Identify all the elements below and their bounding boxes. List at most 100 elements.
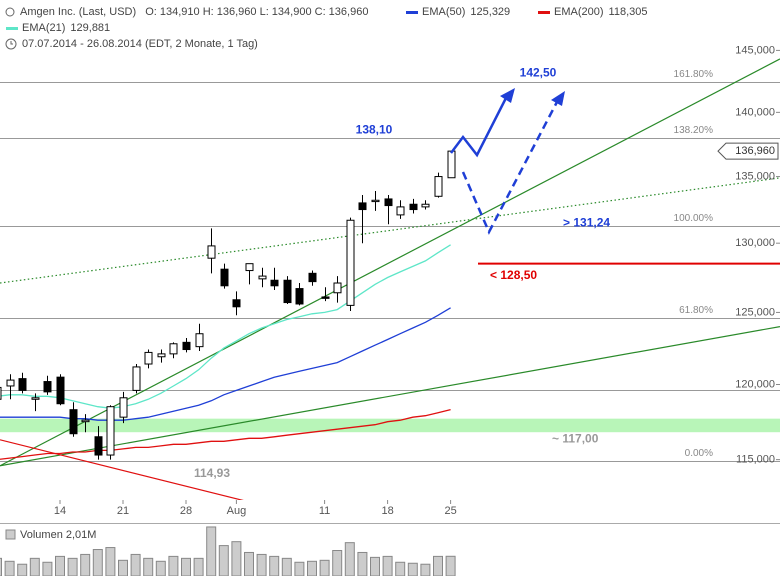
volume-bar (332, 550, 343, 576)
volume-bar (445, 555, 456, 576)
volume-bar (193, 557, 204, 576)
ohlc: O: 134,910 H: 136,960 L: 134,900 C: 136,… (145, 6, 368, 18)
annotation: > 131,24 (563, 216, 610, 230)
plot-fore: 138,10 142,50 > 131,24 < 128,50 114,93 ~ 117,… (194, 65, 610, 480)
level-label: 100.00% (674, 213, 714, 224)
volume-bar (4, 560, 15, 576)
legend-value: 118,305 (609, 6, 648, 18)
x-tick-label: 18 (381, 505, 393, 517)
candle-body (371, 199, 380, 203)
icon (5, 7, 15, 17)
volume-bar (80, 553, 91, 576)
volume-bar (269, 555, 280, 576)
volume-bar (307, 560, 317, 576)
ema-line (0, 408, 451, 460)
y-tick-label: 125,000 (735, 306, 775, 318)
arrowhead (500, 88, 515, 103)
candle-body (18, 378, 27, 391)
candle-body (447, 150, 456, 179)
legend-entry: EMA(21) 129,881 (22, 22, 110, 34)
y-tick-label: 140,000 (735, 106, 775, 118)
legend-entry: EMA(200) 118,305 (554, 6, 647, 18)
volume-bar (181, 557, 191, 576)
legend-entry: EMA(50) 125,329 (422, 6, 510, 18)
volume-bar (256, 553, 267, 576)
forecast-arrow (450, 95, 509, 158)
legend-value: 125,329 (470, 6, 510, 18)
volume-bar (155, 560, 166, 576)
candle-body (434, 176, 443, 197)
candle-body (69, 409, 78, 435)
candle-body (94, 436, 103, 456)
legend-name: EMA(21) (22, 22, 65, 34)
volume-bar (92, 549, 103, 576)
title: Amgen Inc. (Last, USD) (20, 6, 136, 18)
candle-body (245, 263, 254, 272)
trendline (0, 177, 780, 284)
volume-bar (231, 541, 242, 576)
volume-bar (218, 545, 229, 576)
candle-body (207, 245, 216, 259)
volume-bar (370, 556, 380, 576)
legend-swatch (538, 11, 550, 14)
candle-body (295, 288, 304, 305)
candle-body (358, 202, 367, 211)
candle-body (182, 341, 191, 351)
plot-lines (0, 58, 780, 500)
x-tick-label: 28 (180, 505, 192, 517)
candle-body (43, 381, 52, 393)
header-line: Amgen Inc. (Last, USD) O: 134,910 H: 136… (20, 6, 368, 18)
x-tick-label: 14 (54, 505, 66, 517)
candle-body (396, 206, 405, 216)
annotation: < 128,50 (490, 268, 537, 282)
candle-body (421, 203, 430, 208)
volume-bar (118, 559, 128, 576)
date-range: 07.07.2014 - 26.08.2014 (EDT, 2 Monate, … (22, 38, 258, 50)
y-tick-label: 120,000 (735, 378, 775, 390)
volume-bar (281, 557, 292, 576)
volume-bar (206, 526, 217, 576)
level-label: 61.80% (679, 305, 713, 316)
plot-back: 161.80% 138.20% 100.00% 61.80% 0.00% (0, 69, 780, 462)
x-tick-label: 25 (444, 505, 456, 517)
volume-bar (357, 551, 368, 576)
volume-bar (67, 557, 78, 576)
volume-bar (105, 547, 116, 576)
price-tag-label: 136,960 (735, 145, 775, 157)
volume-bar (382, 555, 393, 576)
x-tick-label: 21 (117, 505, 129, 517)
candle-body (132, 366, 141, 391)
x-tick-label: Aug (227, 505, 247, 517)
volume-bar (319, 559, 330, 576)
volume-icon (5, 529, 16, 540)
candle-body (308, 272, 317, 283)
x-tick-label: 11 (319, 505, 330, 517)
volume-bar (17, 563, 28, 576)
price-tag (717, 142, 779, 160)
candle-body (81, 419, 90, 423)
candle-body (157, 353, 166, 358)
volume-bar (294, 561, 305, 576)
volume-bar (29, 557, 40, 576)
volume-bar (433, 555, 443, 576)
candle-body (106, 406, 115, 456)
candle-body (283, 279, 292, 304)
candle-body (333, 282, 342, 294)
volume-label: Volumen 2,01M (20, 529, 96, 541)
legend-name: EMA(200) (554, 6, 604, 18)
trendline (0, 58, 780, 467)
candle-body (56, 376, 65, 405)
axes: 115,000 120,000 125,000 130,000 135,000 140,0… (0, 44, 780, 524)
volume-panel: Volumen 2,01M (0, 526, 456, 576)
candle-body (321, 296, 330, 299)
trendline (0, 326, 780, 467)
y-tick-label: 135,000 (735, 170, 775, 182)
arrowhead (551, 91, 565, 106)
legend-swatch (6, 27, 18, 30)
candle-body (270, 279, 279, 287)
ema-line (0, 244, 451, 409)
support-zone (0, 418, 780, 433)
volume-bar (420, 563, 431, 576)
